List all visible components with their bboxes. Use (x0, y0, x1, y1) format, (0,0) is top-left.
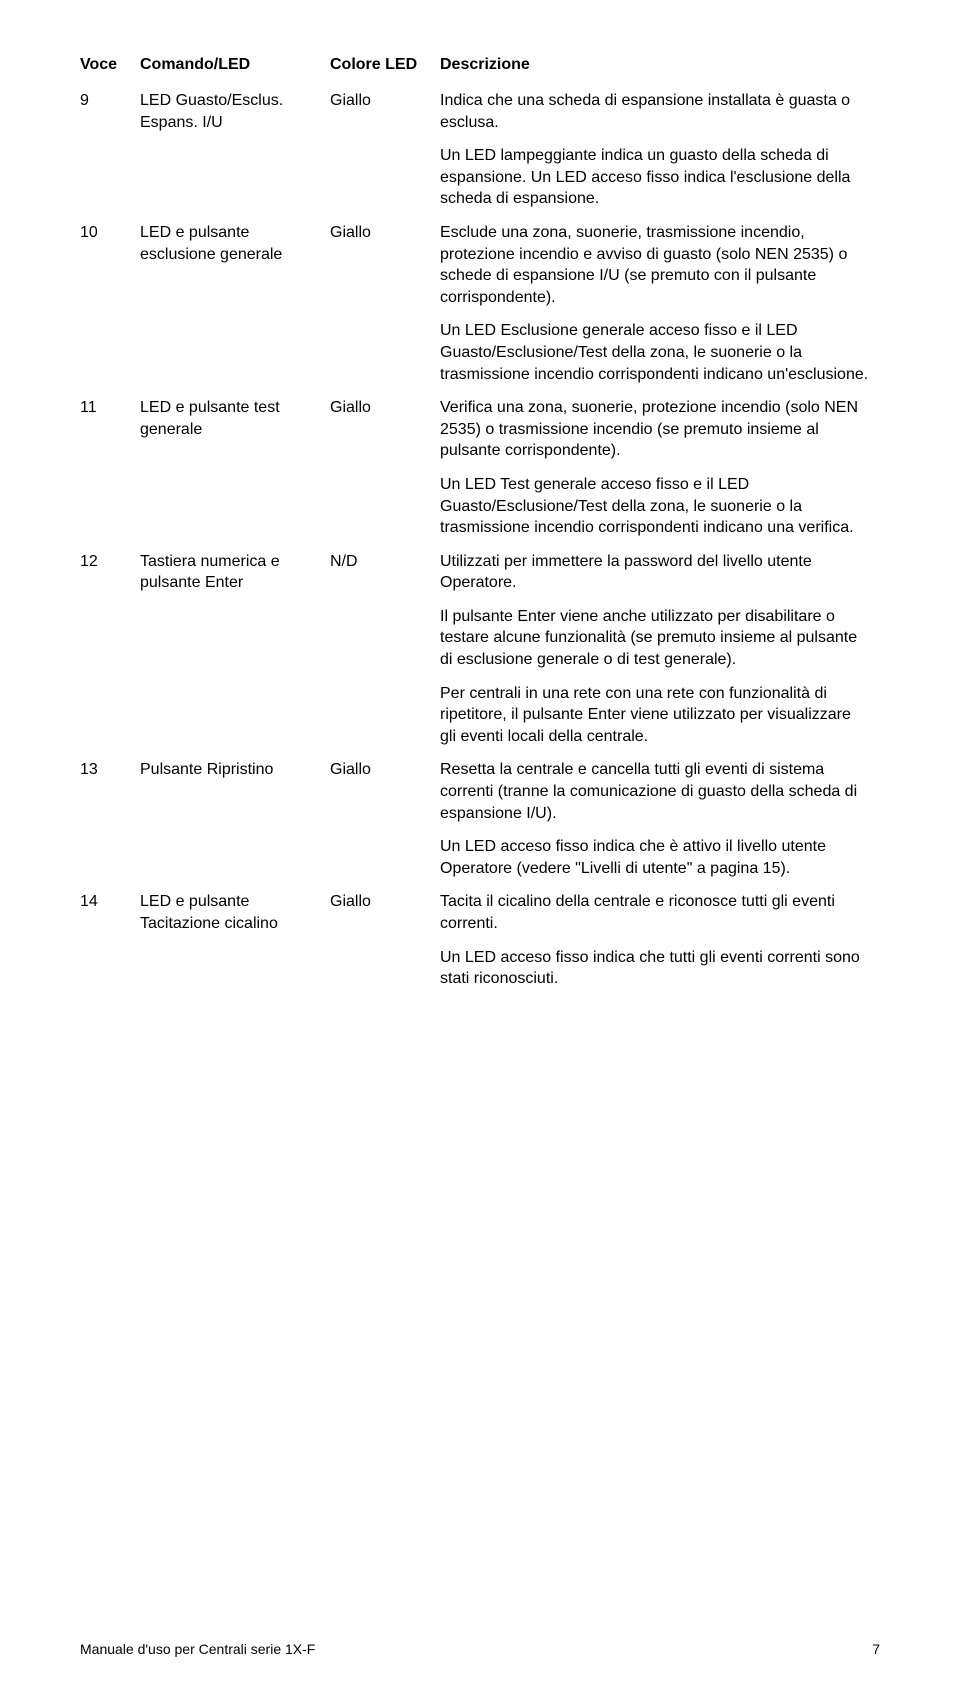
cell-colore: Giallo (330, 391, 440, 545)
table-row: 11LED e pulsante test generaleGialloVeri… (80, 391, 880, 545)
header-voce: Voce (80, 50, 140, 84)
cell-voce: 12 (80, 545, 140, 754)
cell-comando: Pulsante Ripristino (140, 753, 330, 885)
page-footer: Manuale d'uso per Centrali serie 1X-F 7 (80, 1641, 880, 1657)
table-body: 9LED Guasto/Esclus. Espans. I/UGialloInd… (80, 84, 880, 996)
footer-title: Manuale d'uso per Centrali serie 1X-F (80, 1641, 315, 1657)
header-descrizione: Descrizione (440, 50, 880, 84)
description-paragraph: Verifica una zona, suonerie, protezione … (440, 397, 870, 462)
table-row: 14LED e pulsante Tacitazione cicalinoGia… (80, 885, 880, 995)
cell-voce: 9 (80, 84, 140, 216)
description-paragraph: Un LED acceso fisso indica che è attivo … (440, 836, 870, 879)
cell-voce: 13 (80, 753, 140, 885)
description-paragraph: Esclude una zona, suonerie, trasmissione… (440, 222, 870, 308)
footer-page-number: 7 (872, 1641, 880, 1657)
led-commands-table: Voce Comando/LED Colore LED Descrizione … (80, 50, 880, 996)
table-row: 9LED Guasto/Esclus. Espans. I/UGialloInd… (80, 84, 880, 216)
description-paragraph: Un LED Test generale acceso fisso e il L… (440, 474, 870, 539)
description-paragraph: Un LED acceso fisso indica che tutti gli… (440, 947, 870, 990)
cell-colore: Giallo (330, 216, 440, 391)
description-paragraph: Il pulsante Enter viene anche utilizzato… (440, 606, 870, 671)
cell-comando: LED e pulsante esclusione generale (140, 216, 330, 391)
description-paragraph: Resetta la centrale e cancella tutti gli… (440, 759, 870, 824)
table-header-row: Voce Comando/LED Colore LED Descrizione (80, 50, 880, 84)
cell-descrizione: Resetta la centrale e cancella tutti gli… (440, 753, 880, 885)
cell-descrizione: Utilizzati per immettere la password del… (440, 545, 880, 754)
header-colore: Colore LED (330, 50, 440, 84)
description-paragraph: Un LED Esclusione generale acceso fisso … (440, 320, 870, 385)
cell-comando: LED e pulsante Tacitazione cicalino (140, 885, 330, 995)
cell-colore: N/D (330, 545, 440, 754)
cell-colore: Giallo (330, 885, 440, 995)
document-page: Voce Comando/LED Colore LED Descrizione … (0, 0, 960, 1682)
description-paragraph: Per centrali in una rete con una rete co… (440, 683, 870, 748)
table-row: 10LED e pulsante esclusione generaleGial… (80, 216, 880, 391)
description-paragraph: Indica che una scheda di espansione inst… (440, 90, 870, 133)
cell-comando: Tastiera numerica e pulsante Enter (140, 545, 330, 754)
description-paragraph: Tacita il cicalino della centrale e rico… (440, 891, 870, 934)
description-paragraph: Utilizzati per immettere la password del… (440, 551, 870, 594)
description-paragraph: Un LED lampeggiante indica un guasto del… (440, 145, 870, 210)
table-row: 13Pulsante RipristinoGialloResetta la ce… (80, 753, 880, 885)
cell-comando: LED Guasto/Esclus. Espans. I/U (140, 84, 330, 216)
cell-colore: Giallo (330, 84, 440, 216)
table-row: 12Tastiera numerica e pulsante EnterN/DU… (80, 545, 880, 754)
cell-descrizione: Esclude una zona, suonerie, trasmissione… (440, 216, 880, 391)
cell-comando: LED e pulsante test generale (140, 391, 330, 545)
cell-voce: 10 (80, 216, 140, 391)
header-comando: Comando/LED (140, 50, 330, 84)
cell-descrizione: Tacita il cicalino della centrale e rico… (440, 885, 880, 995)
cell-colore: Giallo (330, 753, 440, 885)
cell-descrizione: Verifica una zona, suonerie, protezione … (440, 391, 880, 545)
cell-voce: 14 (80, 885, 140, 995)
cell-voce: 11 (80, 391, 140, 545)
cell-descrizione: Indica che una scheda di espansione inst… (440, 84, 880, 216)
